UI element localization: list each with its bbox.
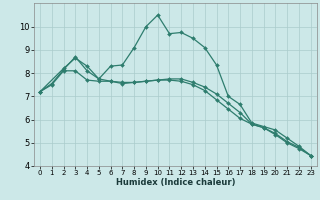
X-axis label: Humidex (Indice chaleur): Humidex (Indice chaleur): [116, 178, 235, 187]
